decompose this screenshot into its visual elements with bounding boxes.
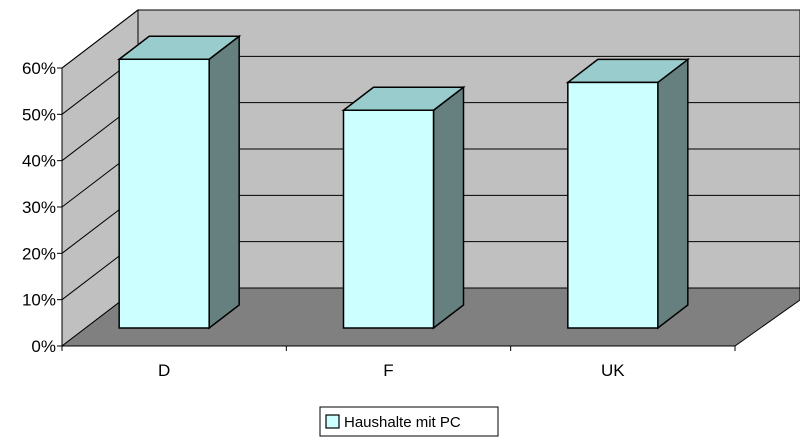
legend-swatch <box>325 414 340 429</box>
gridline-side <box>61 9 139 69</box>
bar <box>116 34 242 330</box>
y-axis: 0% 10% 20% 30% 40% 50% 60% <box>22 59 63 356</box>
bar <box>565 57 691 330</box>
y-tick-label: 20% <box>22 244 56 263</box>
y-tick-label: 40% <box>22 152 56 171</box>
bars <box>116 34 691 330</box>
y-tick-label: 50% <box>22 105 56 124</box>
y-tick-label: 0% <box>31 337 56 356</box>
x-axis: D F UK <box>61 345 736 380</box>
bar-side <box>432 85 465 330</box>
legend-label: Haushalte mit PC <box>344 414 461 431</box>
bar-front <box>118 58 210 329</box>
legend: Haushalte mit PC <box>319 406 499 437</box>
bar-side <box>657 57 689 330</box>
legend-box: Haushalte mit PC <box>319 406 499 437</box>
legend-frame <box>319 406 499 437</box>
y-tick-label: 60% <box>22 59 56 78</box>
y-tick-label: 30% <box>22 198 56 217</box>
x-tick-label: F <box>383 361 393 380</box>
bar <box>341 85 466 330</box>
bar-front <box>342 109 435 329</box>
y-tick-label: 10% <box>22 291 56 310</box>
bar-front <box>567 81 659 329</box>
x-tick-label: UK <box>601 361 625 380</box>
x-tick-label: D <box>158 361 170 380</box>
bar-side <box>208 34 240 330</box>
